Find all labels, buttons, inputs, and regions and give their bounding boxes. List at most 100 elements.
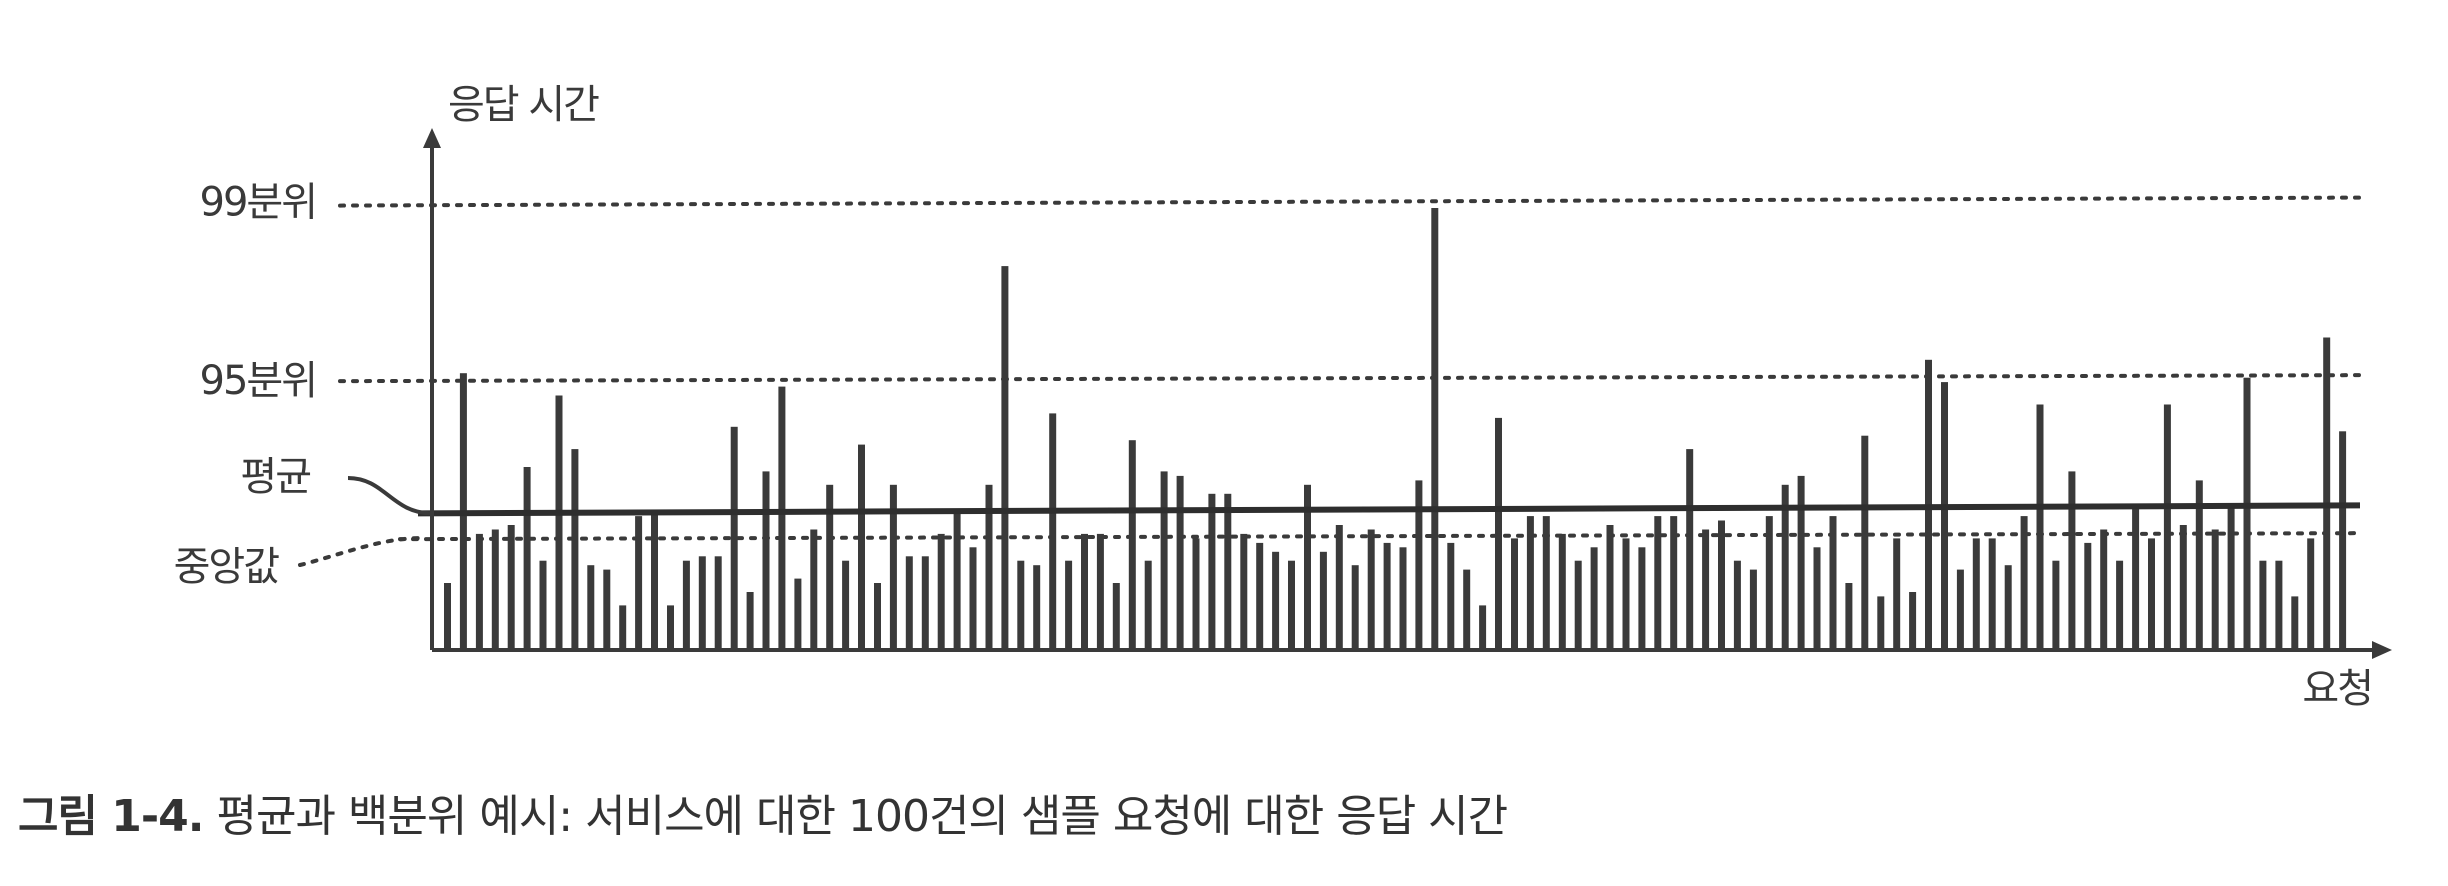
bar	[2227, 507, 2235, 650]
bar	[1861, 435, 1869, 650]
bar	[2339, 431, 2347, 651]
bar	[1319, 551, 1327, 650]
bar	[2291, 596, 2299, 650]
bar	[2195, 480, 2203, 650]
caption-text: 평균과 백분위 예시: 서비스에 대한 100건의 샘플 요청에 대한 응답 시…	[203, 791, 1508, 842]
bar	[2323, 337, 2331, 650]
bar	[698, 556, 706, 651]
bar	[794, 578, 802, 650]
bar	[969, 547, 977, 650]
bar	[905, 556, 913, 651]
bar	[1813, 547, 1821, 650]
bar	[1558, 533, 1566, 650]
bar	[651, 511, 658, 650]
bar	[810, 529, 818, 650]
bar	[1749, 569, 1757, 650]
bar	[1176, 475, 1184, 650]
p95-reference-line	[338, 373, 2362, 384]
bar	[953, 511, 961, 650]
bar	[444, 583, 451, 650]
bar	[714, 556, 722, 651]
bar	[1686, 449, 1694, 650]
bar	[1431, 208, 1439, 650]
figure-caption: 그림 1-4. 평균과 백분위 예시: 서비스에 대한 100건의 샘플 요청에…	[18, 780, 1508, 844]
bar	[635, 516, 643, 650]
bar	[1702, 529, 1710, 650]
bar	[1988, 538, 1996, 650]
bar	[1781, 484, 1789, 650]
bar	[1845, 583, 1853, 650]
bar	[491, 529, 499, 650]
bar	[2116, 560, 2124, 650]
bar	[2243, 377, 2251, 650]
bar	[2163, 404, 2171, 650]
bar	[842, 560, 850, 650]
bar	[1128, 440, 1136, 650]
bar	[1224, 493, 1232, 651]
bar	[778, 386, 786, 650]
bar	[1017, 560, 1025, 650]
bar	[2036, 404, 2044, 650]
bar	[826, 484, 834, 650]
median-label: 중앙값	[174, 544, 280, 590]
x-axis-title: 요청	[2302, 666, 2372, 712]
bar	[2179, 525, 2187, 650]
p95-label: 95분위	[200, 358, 317, 404]
bar	[1733, 560, 1741, 650]
bar	[619, 605, 627, 650]
y-axis-arrow-icon	[423, 128, 441, 148]
p99-reference-line	[338, 195, 2362, 208]
bar	[1399, 547, 1407, 650]
bar	[1192, 538, 1200, 650]
bar	[2100, 529, 2108, 650]
bar	[1956, 569, 1964, 650]
bar	[603, 569, 611, 650]
y-axis-title: 응답 시간	[448, 82, 599, 128]
bar	[667, 605, 674, 650]
bar	[1240, 533, 1248, 650]
bar	[1208, 493, 1216, 651]
bar	[2148, 538, 2155, 650]
bar	[1367, 529, 1375, 650]
bar	[1065, 560, 1073, 650]
bar	[1415, 480, 1423, 650]
bar	[1909, 592, 1917, 650]
bar	[1606, 525, 1614, 650]
bar	[2052, 560, 2060, 650]
p99-label: 99분위	[200, 180, 317, 226]
bar	[1941, 382, 1948, 650]
bar	[507, 525, 515, 650]
chart: 응답 시간 요청 99분위 95분위 평균 중앙값	[174, 82, 2392, 712]
bar	[1670, 516, 1678, 650]
bar	[1542, 516, 1550, 650]
figure-number: 그림 1-4.	[18, 791, 204, 842]
median-reference-line	[398, 531, 2362, 542]
mean-reference-line	[417, 502, 2361, 517]
bar	[1001, 266, 1009, 650]
bar	[1718, 520, 1725, 650]
bar	[2307, 538, 2315, 650]
bar	[1877, 596, 1885, 650]
bar	[1383, 542, 1391, 650]
bar	[1495, 417, 1502, 650]
bar	[1622, 538, 1630, 650]
bar	[2132, 507, 2140, 650]
bar	[1526, 516, 1534, 650]
bar	[1972, 538, 1980, 650]
bar	[1638, 547, 1646, 650]
bar	[889, 484, 897, 650]
bar	[1479, 605, 1487, 650]
bar	[523, 467, 531, 650]
bar	[1797, 475, 1805, 650]
bar	[762, 471, 770, 650]
bar	[1033, 565, 1041, 650]
bar	[2211, 529, 2219, 650]
bar	[1574, 560, 1582, 650]
bar	[1112, 583, 1120, 650]
bar	[555, 395, 563, 650]
bar	[1463, 569, 1471, 650]
bar	[587, 565, 595, 650]
bar	[1447, 542, 1455, 650]
bar	[2004, 565, 2012, 650]
bar-series	[444, 208, 2347, 651]
